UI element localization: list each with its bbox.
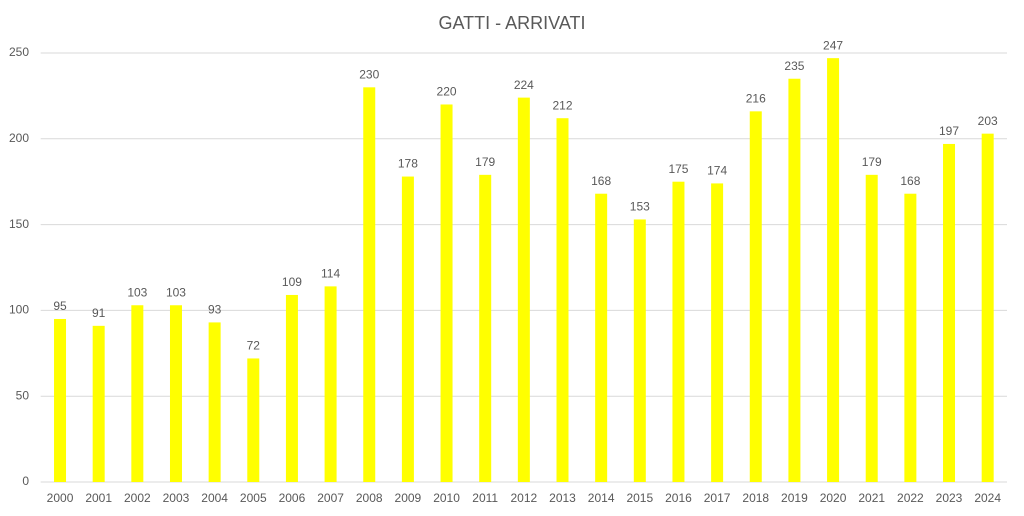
data-label: 114 bbox=[321, 267, 340, 281]
x-tick-label: 2018 bbox=[742, 491, 769, 505]
y-tick-label: 50 bbox=[16, 388, 30, 402]
x-tick-label: 2020 bbox=[820, 491, 847, 505]
data-label: 179 bbox=[862, 155, 882, 169]
data-label: 72 bbox=[247, 339, 261, 353]
bar bbox=[517, 97, 530, 482]
x-tick-label: 2023 bbox=[936, 491, 963, 505]
x-tick-label: 2008 bbox=[356, 491, 383, 505]
x-tick-label: 2017 bbox=[704, 491, 731, 505]
x-tick-label: 2015 bbox=[626, 491, 653, 505]
x-tick-label: 2007 bbox=[317, 491, 344, 505]
data-label: 153 bbox=[630, 200, 650, 214]
x-tick-label: 2013 bbox=[549, 491, 576, 505]
bar bbox=[131, 305, 144, 482]
bar bbox=[479, 174, 492, 482]
x-tick-label: 2004 bbox=[201, 491, 228, 505]
bar bbox=[440, 104, 453, 482]
bar bbox=[943, 143, 956, 482]
x-tick-label: 2016 bbox=[665, 491, 692, 505]
x-tick-label: 2024 bbox=[974, 491, 1001, 505]
data-label: 230 bbox=[359, 67, 379, 81]
data-label: 168 bbox=[900, 174, 920, 188]
x-tick-label: 2009 bbox=[395, 491, 422, 505]
data-label: 216 bbox=[746, 92, 766, 106]
x-tick-label: 2019 bbox=[781, 491, 808, 505]
bar bbox=[54, 318, 67, 482]
bar bbox=[169, 305, 182, 482]
x-tick-label: 2011 bbox=[472, 491, 498, 505]
data-label: 247 bbox=[823, 38, 843, 52]
data-label: 174 bbox=[707, 164, 727, 178]
bar bbox=[208, 322, 221, 482]
bar bbox=[827, 58, 840, 482]
data-label: 103 bbox=[127, 285, 147, 299]
data-label: 212 bbox=[552, 98, 572, 112]
x-tick-label: 2006 bbox=[279, 491, 306, 505]
bar bbox=[749, 111, 762, 483]
bar bbox=[788, 78, 801, 483]
bar bbox=[711, 183, 724, 482]
x-tick-label: 2022 bbox=[897, 491, 924, 505]
bar bbox=[324, 286, 337, 482]
data-label: 175 bbox=[668, 162, 688, 176]
bar bbox=[401, 176, 414, 482]
x-tick-label: 2010 bbox=[433, 491, 460, 505]
x-tick-label: 2003 bbox=[163, 491, 190, 505]
bar bbox=[92, 325, 105, 482]
chart-title: GATTI - ARRIVATI bbox=[438, 13, 585, 33]
bar bbox=[285, 294, 298, 482]
bar bbox=[363, 87, 376, 482]
data-label: 178 bbox=[398, 157, 418, 171]
data-label: 197 bbox=[939, 124, 959, 138]
bar bbox=[556, 118, 569, 482]
bar bbox=[904, 193, 917, 482]
data-label: 179 bbox=[475, 155, 495, 169]
data-label: 203 bbox=[978, 114, 998, 128]
y-tick-label: 150 bbox=[9, 217, 29, 231]
x-tick-label: 2014 bbox=[588, 491, 615, 505]
y-tick-label: 100 bbox=[9, 303, 29, 317]
bar bbox=[247, 358, 260, 482]
data-label: 91 bbox=[92, 306, 106, 320]
bar bbox=[865, 174, 878, 482]
data-label: 103 bbox=[166, 285, 186, 299]
bar bbox=[633, 219, 646, 482]
data-label: 220 bbox=[437, 85, 457, 99]
y-tick-label: 200 bbox=[9, 131, 29, 145]
bar bbox=[981, 133, 994, 483]
bar bbox=[595, 193, 608, 482]
data-label: 168 bbox=[591, 174, 611, 188]
x-tick-label: 2001 bbox=[85, 491, 112, 505]
y-tick-label: 250 bbox=[9, 45, 29, 59]
x-tick-label: 2012 bbox=[510, 491, 537, 505]
data-label: 109 bbox=[282, 275, 302, 289]
x-tick-label: 2021 bbox=[858, 491, 885, 505]
x-tick-label: 2000 bbox=[47, 491, 74, 505]
bar bbox=[672, 181, 685, 482]
y-tick-label: 0 bbox=[22, 474, 29, 488]
x-tick-label: 2002 bbox=[124, 491, 151, 505]
data-label: 93 bbox=[208, 303, 222, 317]
data-label: 224 bbox=[514, 78, 534, 92]
x-tick-label: 2005 bbox=[240, 491, 267, 505]
data-label: 235 bbox=[784, 59, 804, 73]
data-label: 95 bbox=[53, 299, 67, 313]
